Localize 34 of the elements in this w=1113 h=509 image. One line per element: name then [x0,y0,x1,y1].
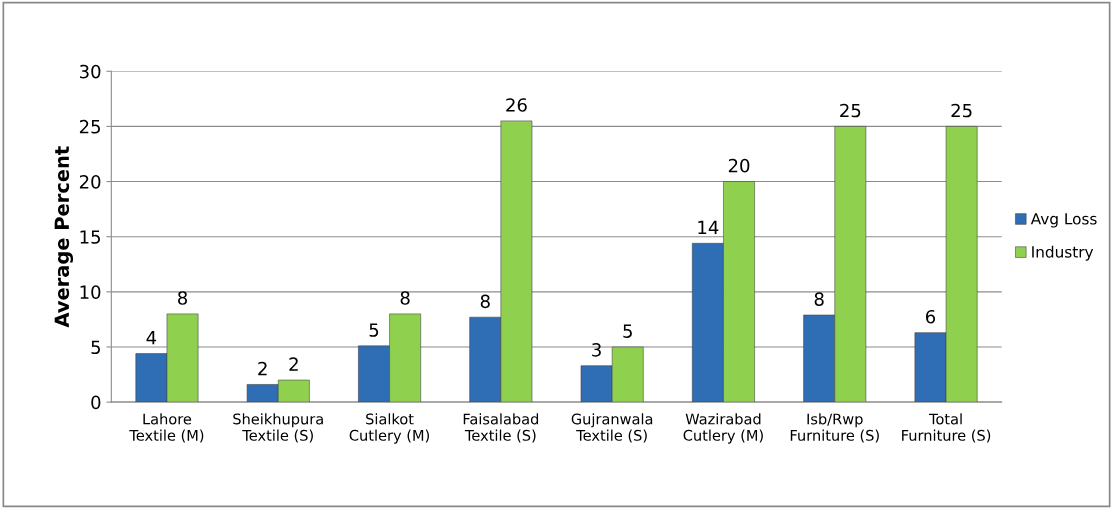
x-tick-label: Sheikhupura Textile (S) [233,413,323,443]
data-label: 20 [728,158,750,173]
y-tick-label: 0 [91,395,101,410]
data-label: 2 [258,361,267,376]
legend-label: Avg Loss [1030,213,1097,228]
data-label: 8 [178,291,188,305]
data-label: 3 [592,343,601,357]
legend-label: Industry [1032,245,1094,261]
y-tick-label: 15 [80,230,100,244]
data-label: 8 [400,291,410,305]
y-tick-label: 5 [91,340,100,355]
x-tick-label: Lahore Textile (M) [129,413,204,443]
data-label: 4 [146,331,157,345]
y-tick-label: 30 [79,64,101,79]
data-label: 25 [840,103,861,118]
data-label: 26 [506,98,527,112]
data-label: 25 [951,103,972,118]
y-tick-label: 10 [80,285,101,299]
x-tick-label: Faisalabad Textile (S) [463,413,539,443]
data-label: 8 [480,294,490,309]
y-tick-label: 25 [79,119,100,134]
x-tick-label: Isb/Rwp Furniture (S) [790,413,879,443]
data-label: 2 [289,357,298,371]
data-label: 5 [369,323,379,337]
data-label: 5 [623,324,632,338]
y-axis-title: Average Percent [54,146,74,328]
x-tick-label: Sialkot Cutlery (M) [349,413,429,444]
y-tick-label: 20 [79,175,101,189]
data-label: 6 [925,309,936,324]
data-label: 14 [698,220,719,234]
x-tick-label: Total Furniture (S) [902,413,991,443]
x-tick-label: Wazirabad Cutlery (M) [683,413,763,444]
data-label: 8 [814,292,824,306]
x-tick-label: Gujranwala Textile (S) [571,413,653,443]
